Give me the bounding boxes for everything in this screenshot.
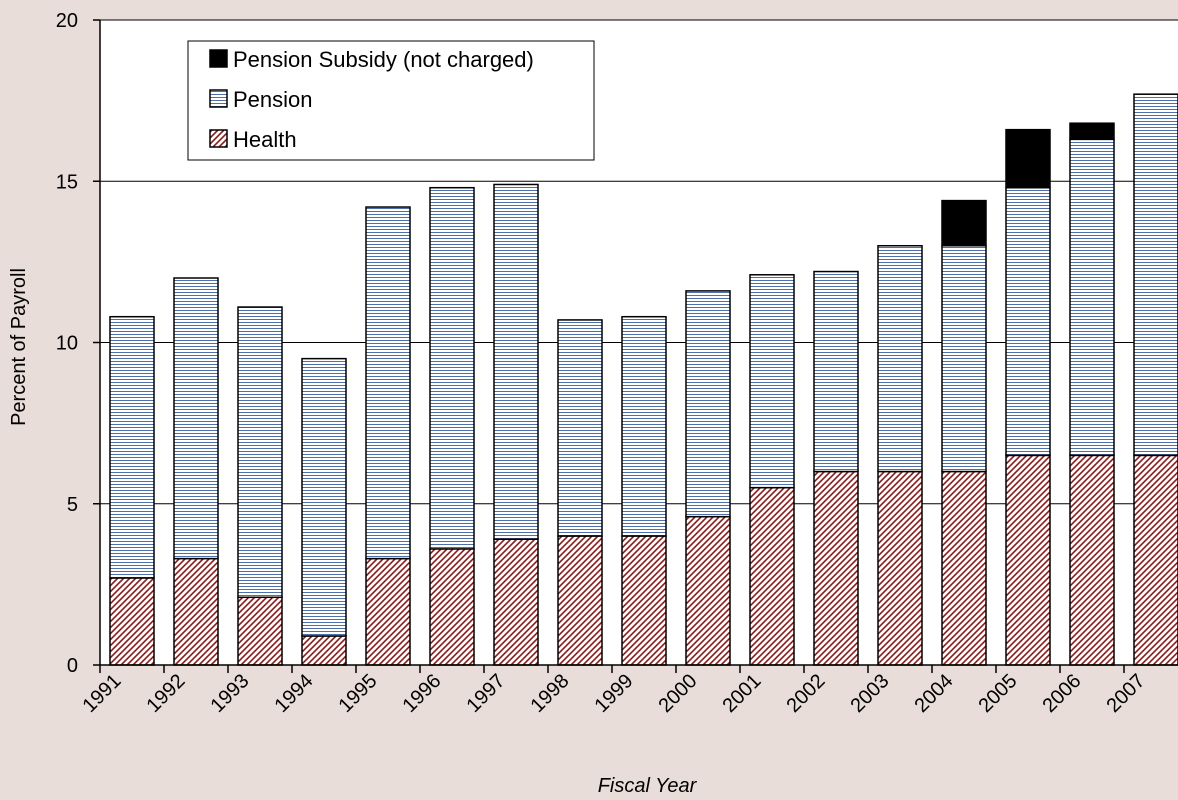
bars	[109, 93, 1178, 666]
x-tick-label: 1992	[143, 670, 190, 717]
bar-pension-2007	[1133, 93, 1178, 457]
legend-swatch	[209, 89, 228, 108]
x-tick-label: 1995	[335, 670, 382, 717]
y-tick-label: 5	[67, 494, 78, 516]
y-tick-label: 20	[56, 10, 78, 32]
bar-health-1996	[429, 548, 475, 666]
bar-health-1997	[493, 538, 539, 666]
legend-swatch	[209, 49, 228, 68]
bar-health-1993	[237, 596, 283, 666]
bar-health-2003	[877, 470, 923, 666]
y-tick-label: 0	[67, 655, 78, 677]
x-tick-label: 1999	[591, 670, 638, 717]
axes	[99, 20, 1178, 666]
bar-pension-2001	[749, 274, 795, 489]
bar-health-2005	[1005, 454, 1051, 666]
x-tick-labels: 1991 1992 1993 1994 1995 1996 1997 1998 1999 2000…	[79, 665, 1150, 717]
bar-pension-2005	[1005, 186, 1051, 457]
y-tick-label: 10	[56, 333, 78, 355]
bar-health-1991	[109, 577, 155, 666]
bar-pension-2006	[1069, 122, 1115, 141]
bar-health-1992	[173, 557, 219, 666]
bar-health-2000	[685, 515, 731, 666]
x-tick-label: 2006	[1039, 670, 1086, 717]
bar-pension-1992	[173, 277, 219, 560]
legend-box	[187, 40, 595, 161]
x-tick-label: 2007	[1103, 670, 1150, 717]
legend-label: Health	[233, 127, 297, 152]
x-axis-title: Fiscal Year	[598, 775, 698, 797]
bar-pension-1999	[621, 315, 667, 537]
bar-pension-1994	[301, 357, 347, 637]
bar-pension-2004	[941, 245, 987, 473]
bar-health-1999	[621, 535, 667, 666]
x-tick-label: 2001	[719, 670, 766, 717]
y-tick-labels: 0 5 10 15 20	[56, 10, 78, 677]
bar-health-2006	[1069, 454, 1115, 666]
bar-pension-1996	[429, 186, 475, 550]
x-tick-label: 2000	[655, 670, 702, 717]
x-tick-label: 2003	[847, 670, 894, 717]
bar-pension-1991	[109, 315, 155, 579]
x-tick-label: 1997	[463, 670, 510, 717]
bar-pension-1998	[557, 319, 603, 537]
bar-health-2004	[941, 470, 987, 666]
legend-label: Pension	[233, 87, 313, 112]
legend: Pension Subsidy (not charged) Pension Heal…	[187, 40, 595, 161]
bar-pension-2002	[813, 270, 859, 473]
bar-health-2002	[813, 470, 859, 666]
bar-pension-1995	[365, 206, 411, 560]
legend-label: Pension Subsidy (not charged)	[233, 47, 534, 72]
y-axis-title: Percent of Payroll	[8, 268, 30, 426]
x-tick-label: 1998	[527, 670, 574, 717]
bar-pension-2003	[877, 245, 923, 473]
bar-health-1995	[365, 557, 411, 666]
bar-pension-1997	[493, 183, 539, 540]
y-tick-label: 15	[56, 171, 78, 193]
x-tick-label: 1993	[207, 670, 254, 717]
bar-health-1998	[557, 535, 603, 666]
x-tick-label: 1996	[399, 670, 446, 717]
bar-health-2007	[1133, 454, 1178, 666]
bar-pension-2000	[685, 290, 731, 518]
bar-pension-2004	[941, 199, 987, 247]
bar-pension-2005	[1005, 128, 1051, 189]
x-tick-label: 1994	[271, 670, 318, 717]
x-tick-label: 2002	[783, 670, 830, 717]
legend-swatch	[209, 129, 228, 148]
x-tick-label: 2004	[911, 670, 958, 717]
x-tick-label: 2005	[975, 670, 1022, 717]
x-tick-label: 1991	[79, 670, 126, 717]
bar-health-2001	[749, 486, 795, 666]
bar-pension-1993	[237, 306, 283, 599]
bar-pension-2006	[1069, 138, 1115, 457]
bar-health-1994	[301, 635, 347, 666]
